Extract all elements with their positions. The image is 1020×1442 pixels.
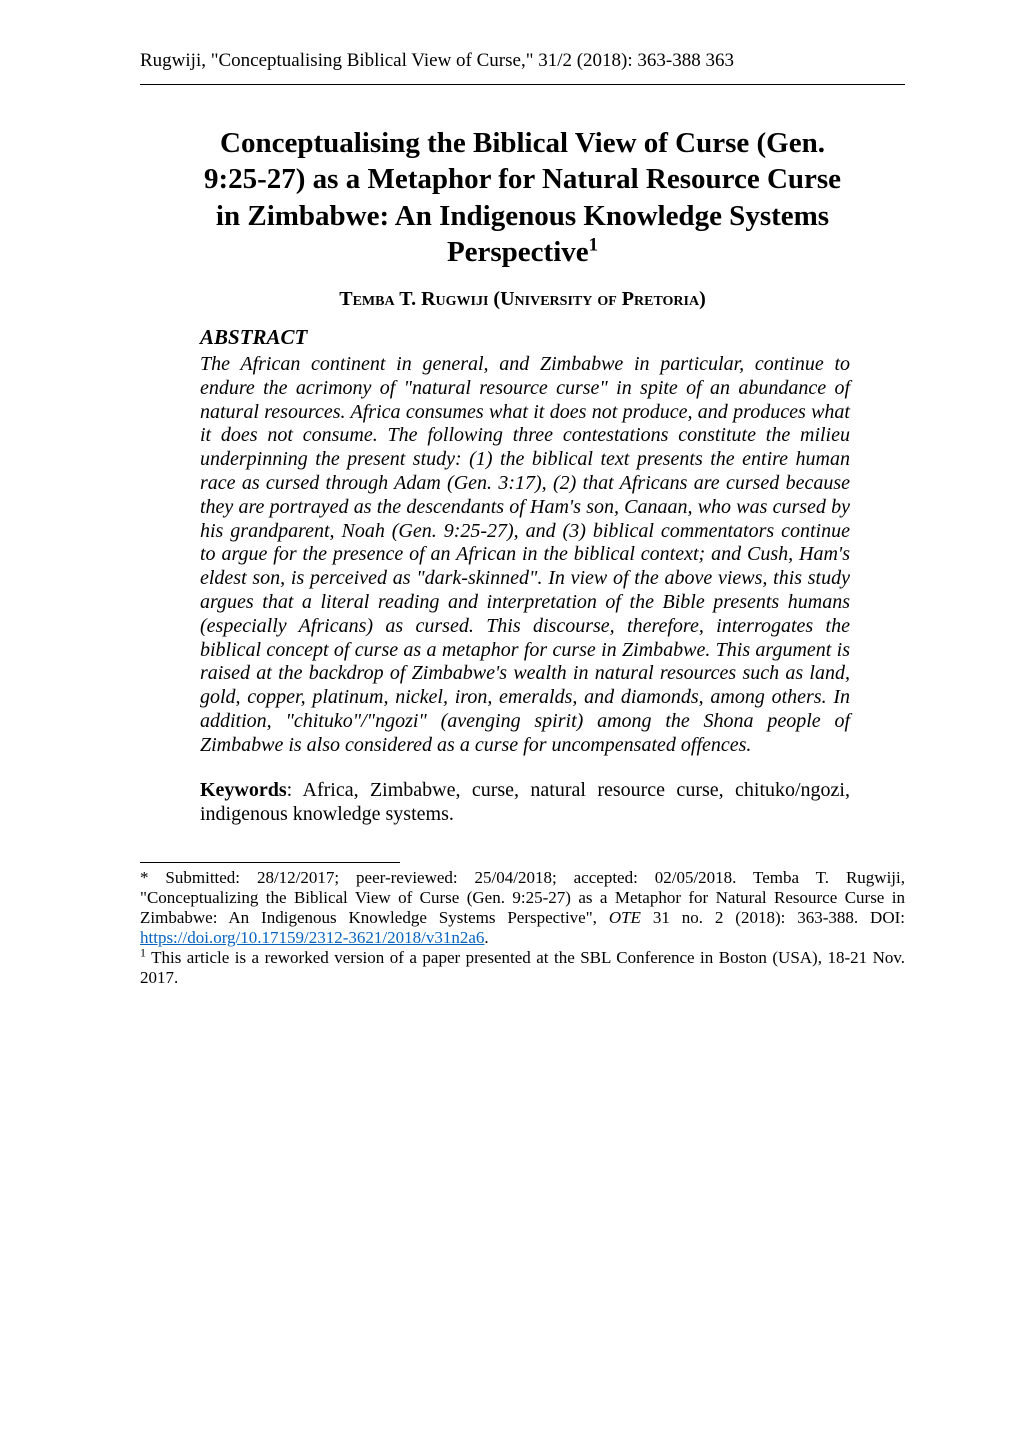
article-title: Conceptualising the Biblical View of Cur… bbox=[140, 125, 905, 270]
title-line-4: Perspective bbox=[447, 236, 589, 268]
keywords-label: Keywords bbox=[200, 779, 287, 801]
abstract-body: The African continent in general, and Zi… bbox=[200, 353, 850, 758]
title-footnote-marker: 1 bbox=[589, 234, 598, 255]
affil-close: ) bbox=[699, 288, 706, 310]
footnote-submission: * Submitted: 28/12/2017; peer-reviewed: … bbox=[140, 868, 905, 948]
page-container: Rugwiji, "Conceptualising Biblical View … bbox=[0, 0, 1020, 1442]
author-line: Temba T. Rugwiji (University of Pretoria… bbox=[140, 288, 905, 311]
author-name: Temba T. Rugwiji bbox=[339, 288, 488, 310]
keywords-text: : Africa, Zimbabwe, curse, natural resou… bbox=[200, 779, 850, 825]
title-line-2: 9:25-27) as a Metaphor for Natural Resou… bbox=[204, 163, 841, 195]
doi-link[interactable]: https://doi.org/10.17159/2312-3621/2018/… bbox=[140, 928, 484, 947]
footnote-2-text: This article is a reworked version of a … bbox=[140, 948, 905, 987]
title-line-3: in Zimbabwe: An Indigenous Knowledge Sys… bbox=[216, 200, 829, 232]
footnote-1: 1 This article is a reworked version of … bbox=[140, 948, 905, 988]
footnotes-block: * Submitted: 28/12/2017; peer-reviewed: … bbox=[140, 868, 905, 988]
author-affiliation: University of Pretoria bbox=[500, 288, 699, 310]
footnote-1-end: . bbox=[484, 928, 488, 947]
footnote-1-mid: 31 no. 2 (2018): 363-388. DOI: bbox=[641, 908, 905, 927]
abstract-heading: ABSTRACT bbox=[200, 325, 905, 350]
running-header: Rugwiji, "Conceptualising Biblical View … bbox=[140, 50, 905, 72]
footnote-1-italic: OTE bbox=[609, 908, 641, 927]
footnote-rule bbox=[140, 862, 400, 863]
title-line-1: Conceptualising the Biblical View of Cur… bbox=[220, 127, 825, 159]
keywords-block: Keywords: Africa, Zimbabwe, curse, natur… bbox=[200, 778, 850, 826]
header-rule bbox=[140, 84, 905, 85]
